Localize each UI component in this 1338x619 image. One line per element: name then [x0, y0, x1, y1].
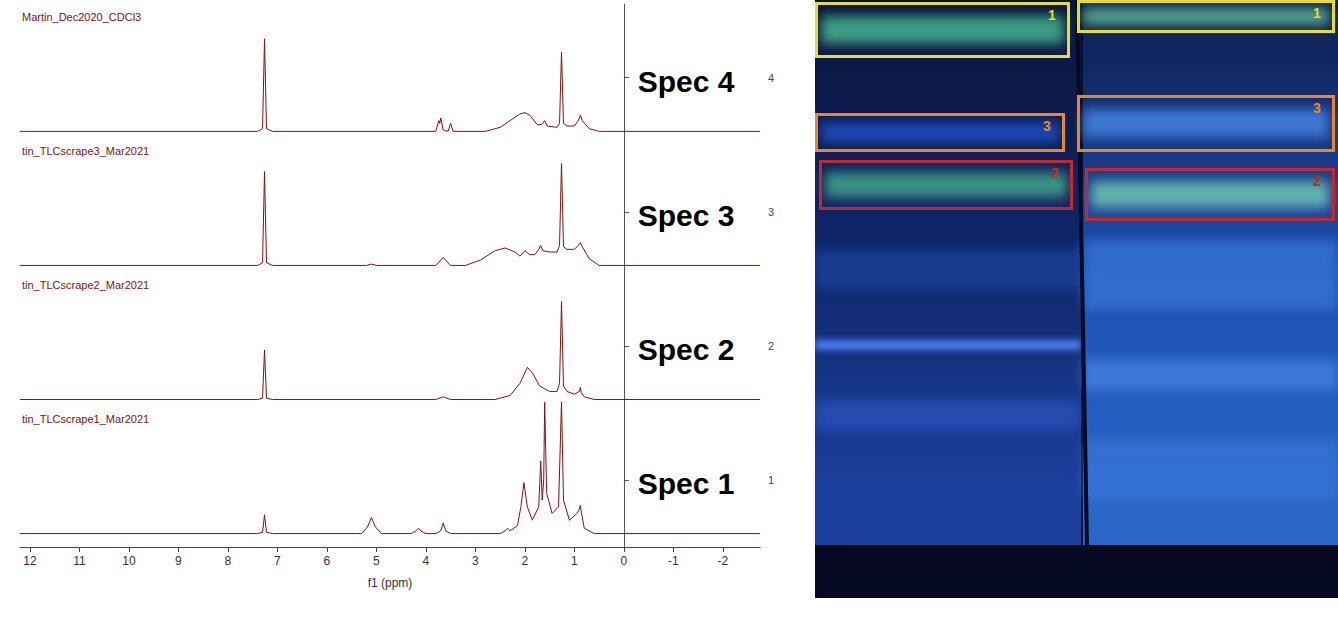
svg-text:11: 11: [73, 554, 86, 568]
svg-text:tin_TLCscrape1_Mar2021: tin_TLCscrape1_Mar2021: [22, 413, 149, 425]
svg-text:10: 10: [122, 554, 136, 568]
svg-text:tin_TLCscrape2_Mar2021: tin_TLCscrape2_Mar2021: [22, 279, 149, 291]
svg-text:-2: -2: [718, 554, 729, 568]
svg-text:1: 1: [1313, 5, 1321, 21]
svg-text:1: 1: [571, 554, 578, 568]
svg-text:2: 2: [522, 554, 529, 568]
svg-text:tin_TLCscrape3_Mar2021: tin_TLCscrape3_Mar2021: [22, 145, 149, 157]
svg-text:1: 1: [768, 474, 774, 486]
svg-text:3: 3: [472, 554, 479, 568]
svg-text:3: 3: [1313, 100, 1321, 116]
svg-text:9: 9: [175, 554, 182, 568]
svg-text:Spec 3: Spec 3: [638, 199, 735, 232]
svg-text:-1: -1: [668, 554, 679, 568]
svg-text:Martin_Dec2020_CDCl3: Martin_Dec2020_CDCl3: [22, 11, 141, 23]
svg-text:7: 7: [274, 554, 281, 568]
svg-text:12: 12: [23, 554, 37, 568]
svg-text:Spec 4: Spec 4: [638, 65, 735, 98]
svg-text:3: 3: [768, 206, 774, 218]
svg-text:Spec 1: Spec 1: [638, 467, 735, 500]
svg-text:2: 2: [1051, 165, 1059, 181]
svg-text:1: 1: [1048, 7, 1056, 23]
svg-text:5: 5: [373, 554, 380, 568]
svg-text:2: 2: [1313, 173, 1321, 189]
svg-text:3: 3: [1043, 118, 1051, 134]
svg-text:Spec 2: Spec 2: [638, 333, 735, 366]
svg-text:4: 4: [768, 72, 774, 84]
svg-text:8: 8: [225, 554, 232, 568]
svg-text:2: 2: [768, 340, 774, 352]
svg-text:6: 6: [324, 554, 331, 568]
svg-text:f1 (ppm): f1 (ppm): [368, 576, 413, 590]
svg-text:4: 4: [423, 554, 430, 568]
svg-text:0: 0: [621, 554, 628, 568]
